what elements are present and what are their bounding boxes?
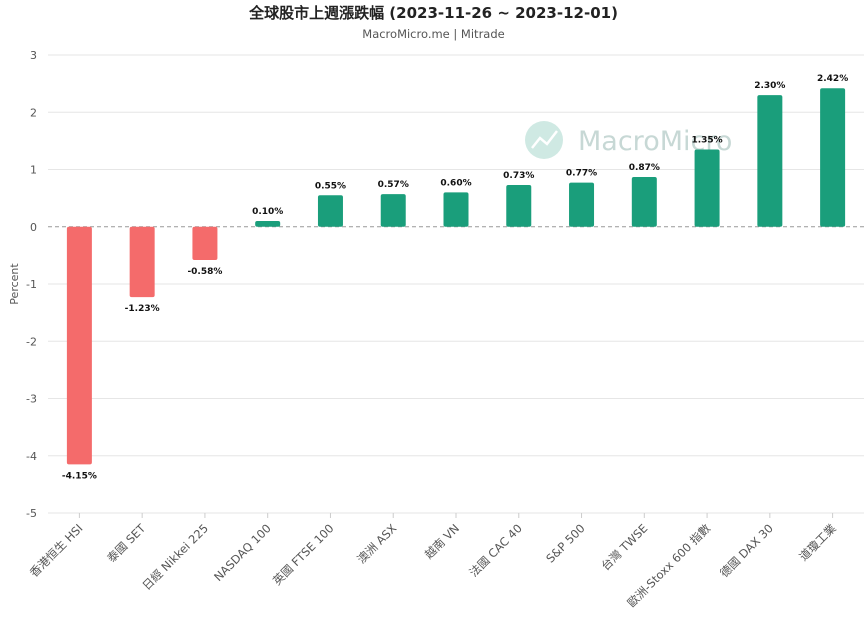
data-label: 0.73%	[503, 171, 534, 181]
chart-title: 全球股市上週漲跌幅 (2023-11-26 ~ 2023-12-01)	[249, 4, 618, 22]
x-category-label: 越南 VN	[422, 521, 462, 561]
y-axis-label: Percent	[8, 263, 21, 305]
watermark-logo-line	[531, 130, 558, 149]
x-category-label: NASDAQ 100	[211, 521, 274, 584]
y-tick-label: -1	[26, 278, 37, 291]
x-category-label: 台灣 TWSE	[598, 521, 650, 573]
bar-layer	[66, 88, 846, 465]
x-category-label: 德國 DAX 30	[717, 521, 776, 580]
bar	[757, 95, 783, 227]
data-label: 2.42%	[817, 74, 848, 84]
x-category-label: S&P 500	[543, 521, 587, 565]
data-label: 0.57%	[378, 180, 409, 190]
bar	[192, 226, 218, 260]
data-label: 0.60%	[440, 178, 471, 188]
y-tick-label: -2	[26, 335, 37, 348]
bar	[129, 226, 155, 298]
chart-subtitle: MacroMicro.me | Mitrade	[362, 27, 505, 41]
y-tick-label: 0	[30, 221, 37, 234]
y-tick-label: 2	[30, 106, 37, 119]
bar	[820, 88, 846, 227]
y-tick-label: -5	[26, 507, 37, 520]
bar	[380, 194, 406, 227]
data-label: 0.87%	[629, 163, 660, 173]
data-label: -4.15%	[62, 471, 97, 481]
x-category-label: 泰國 SET	[104, 521, 149, 566]
x-category-label: 道瓊工業	[796, 521, 839, 564]
data-label: 1.35%	[691, 135, 722, 145]
bar	[506, 184, 532, 227]
bar	[443, 192, 469, 227]
bar	[569, 182, 595, 227]
bar	[255, 221, 281, 227]
x-category-label: 法國 CAC 40	[466, 521, 524, 579]
bar	[694, 149, 720, 227]
bar	[317, 195, 343, 227]
y-tick-label: 1	[30, 164, 37, 177]
x-category-label: 英國 FTSE 100	[270, 521, 337, 588]
data-label: 2.30%	[754, 81, 785, 91]
bar	[631, 176, 657, 227]
data-label: 0.10%	[252, 207, 283, 217]
data-label: 0.77%	[566, 169, 597, 179]
y-tick-label: -3	[26, 393, 37, 406]
y-tick-label: -4	[26, 450, 37, 463]
bar	[66, 226, 92, 465]
x-category-label: 澳洲 ASX	[354, 521, 399, 566]
x-category-label: 香港恒生 HSI	[27, 521, 86, 580]
x-category-label: 日經 Nikkei 225	[139, 521, 211, 593]
data-label: 0.55%	[315, 181, 346, 191]
data-label: -1.23%	[125, 304, 160, 314]
y-tick-label: 3	[30, 49, 37, 62]
data-label: -0.58%	[187, 267, 222, 277]
